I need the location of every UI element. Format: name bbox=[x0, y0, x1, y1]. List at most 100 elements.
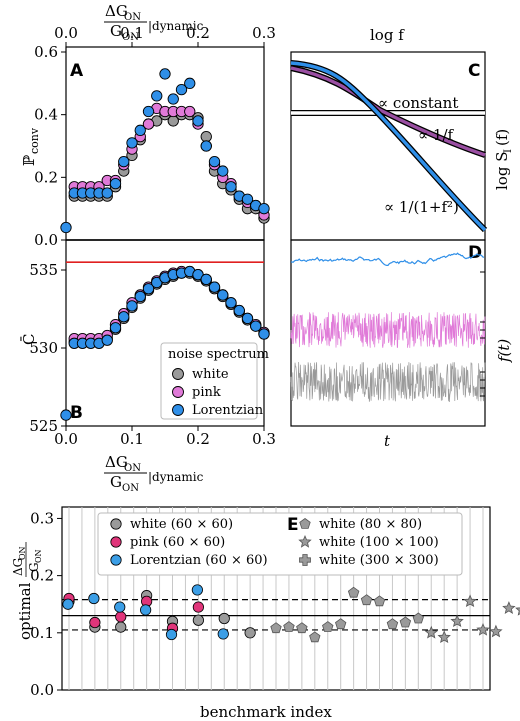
panel-e-legend-label: white (100 × 100) bbox=[319, 535, 439, 550]
panel-e-point bbox=[191, 584, 203, 596]
panel-e-point bbox=[218, 612, 230, 625]
panel-a-point-lorentzian bbox=[175, 83, 188, 96]
panel-e-ylabel-num: ΔG bbox=[11, 558, 25, 576]
panel-e-point bbox=[424, 625, 439, 639]
bottom-tick-label: 0.3 bbox=[252, 430, 276, 448]
panel-e-xlabel: benchmark index bbox=[200, 703, 332, 721]
panel-e-point bbox=[88, 592, 100, 605]
panel-a-ytick-label: 0.0 bbox=[34, 231, 58, 249]
legend-white-label: white bbox=[192, 367, 229, 382]
bottom-axis-numerator-sub: ON bbox=[124, 463, 141, 474]
panel-a-point-lorentzian bbox=[241, 193, 254, 205]
panel-b-point-lorentzian bbox=[126, 300, 138, 312]
panel-b-points bbox=[60, 265, 270, 421]
panel-e-ylabel-den: G bbox=[27, 562, 41, 572]
panel-e-point bbox=[62, 598, 74, 610]
panel-c-annotation-constant: ∝ constant bbox=[378, 94, 458, 112]
legend-marker-white bbox=[172, 368, 184, 380]
panel-e-point bbox=[217, 628, 229, 640]
legend-lorentzian-label: Lorentzian bbox=[192, 403, 264, 418]
panel-a-point-lorentzian bbox=[142, 105, 155, 118]
bottom-axis-denominator-sub: ON bbox=[122, 483, 139, 494]
top-tick-label: 0.3 bbox=[252, 24, 276, 42]
panel-e-legend-marker bbox=[110, 536, 122, 548]
panel-e-point bbox=[165, 628, 178, 641]
bottom-axis-label: ΔG ON G ON |dynamic bbox=[104, 453, 204, 494]
top-axis-denominator: G bbox=[110, 22, 122, 40]
panel-d-signal-pink bbox=[290, 312, 486, 348]
panel-c-ylabel-text: log S bbox=[493, 152, 511, 190]
panel-a-ytick-label: 0.4 bbox=[34, 106, 58, 124]
panel-e-legend-marker bbox=[110, 554, 122, 566]
panel-e-point bbox=[270, 622, 282, 634]
panel-a-ylabel-sub: conv bbox=[28, 127, 41, 154]
panel-b-point-lorentzian bbox=[258, 328, 270, 340]
panel-a-point-lorentzian bbox=[101, 187, 113, 199]
panel-a-point-white bbox=[200, 130, 212, 143]
panel-e-point bbox=[347, 586, 360, 598]
panel-e-point bbox=[386, 618, 399, 630]
panel-e-point bbox=[89, 616, 101, 629]
panel-e-legend-marker bbox=[299, 518, 311, 529]
panel-d-signals bbox=[290, 252, 486, 403]
top-axis-denominator-sub: ON bbox=[122, 32, 139, 43]
panel-b-y-ticks: 525 530 535 bbox=[29, 261, 264, 435]
panel-a-point-lorentzian bbox=[200, 140, 212, 152]
panel-b-point-lorentzian bbox=[208, 281, 221, 293]
panel-e-point bbox=[335, 618, 347, 630]
panel-b-point-lorentzian bbox=[233, 304, 245, 317]
panel-e-points bbox=[62, 584, 520, 644]
panel-b: B 525 530 535 C̄ noise spectrum white pink… bbox=[20, 239, 270, 435]
panel-b-point-lorentzian bbox=[241, 312, 254, 325]
top-axis-suffix: |dynamic bbox=[148, 19, 204, 33]
panel-c-annotation-lorentzian: ∝ 1/(1+f²) bbox=[384, 198, 459, 216]
panel-d-ylabel: f(t) bbox=[495, 339, 513, 363]
panel-e-point bbox=[322, 621, 334, 632]
panel-b-ytick-label: 525 bbox=[29, 417, 58, 435]
panel-a-point-lorentzian bbox=[118, 156, 130, 168]
panel-e-point bbox=[140, 604, 152, 616]
panel-e-legend: E white (60 × 60) pink (60 × 60) Lorentzia… bbox=[97, 512, 463, 576]
panel-a: A 0.0 0.2 0.4 0.6 ℙ conv bbox=[20, 43, 270, 249]
panel-b-ytick-label: 530 bbox=[29, 339, 58, 357]
panel-e-point bbox=[283, 621, 295, 632]
panel-b-point-lorentzian bbox=[200, 273, 212, 286]
panel-c-lines bbox=[290, 60, 488, 233]
panel-c-ylabel-suffix: (f) bbox=[493, 129, 511, 146]
panel-a-point-lorentzian bbox=[184, 77, 196, 89]
top-tick-label: 0.1 bbox=[120, 24, 144, 42]
panel-b-point-lorentzian bbox=[101, 334, 113, 346]
panel-a-point-lorentzian bbox=[225, 181, 237, 193]
panel-e-legend-marker bbox=[299, 554, 311, 566]
panel-e-point bbox=[450, 614, 464, 628]
top-axis-numerator: ΔG bbox=[105, 2, 128, 20]
panel-e-ytick-label: 0.3 bbox=[30, 509, 54, 527]
panel-b-point-lorentzian bbox=[118, 311, 130, 323]
bottom-axis-suffix: |dynamic bbox=[148, 470, 204, 484]
panel-d-xlabel: t bbox=[384, 432, 391, 450]
panel-c: log f C ∝ constant ∝ 1/f ∝ 1/(1+f²) log … bbox=[290, 26, 514, 241]
panel-a-point-lorentzian bbox=[159, 68, 171, 80]
panel-b-ylabel-text: C̄ bbox=[20, 334, 38, 345]
bottom-axis-denominator: G bbox=[110, 473, 122, 491]
panel-e-point bbox=[437, 630, 451, 644]
panel-c-xlabel: log f bbox=[370, 26, 405, 44]
panel-e-label: E bbox=[287, 515, 299, 535]
panel-b-ylabel: C̄ bbox=[20, 334, 38, 345]
panel-e-legend-label: Lorentzian (60 × 60) bbox=[130, 553, 268, 568]
panel-a-point-lorentzian bbox=[217, 165, 229, 177]
legend-box bbox=[160, 342, 258, 420]
panel-e-point bbox=[192, 601, 204, 613]
panel-e-point bbox=[515, 607, 520, 616]
panel-b-point-lorentzian bbox=[225, 297, 237, 309]
panel-e-legend-label: white (60 × 60) bbox=[130, 517, 233, 532]
panel-e-legend-box bbox=[97, 512, 463, 576]
top-axis-label: ΔG ON G ON |dynamic bbox=[104, 2, 204, 43]
panel-e-legend-label: white (300 × 300) bbox=[319, 553, 439, 568]
panel-e-y-ticks: 0.0 0.1 0.2 0.3 bbox=[30, 509, 62, 699]
panel-e-ytick-label: 0.2 bbox=[30, 567, 54, 585]
panel-e-point bbox=[489, 624, 503, 638]
panel-c-label: C bbox=[468, 61, 480, 81]
panel-e-ylabel: optimal ΔG ON G ON bbox=[11, 542, 43, 640]
panel-a-ylabel-text: ℙ bbox=[20, 154, 38, 166]
